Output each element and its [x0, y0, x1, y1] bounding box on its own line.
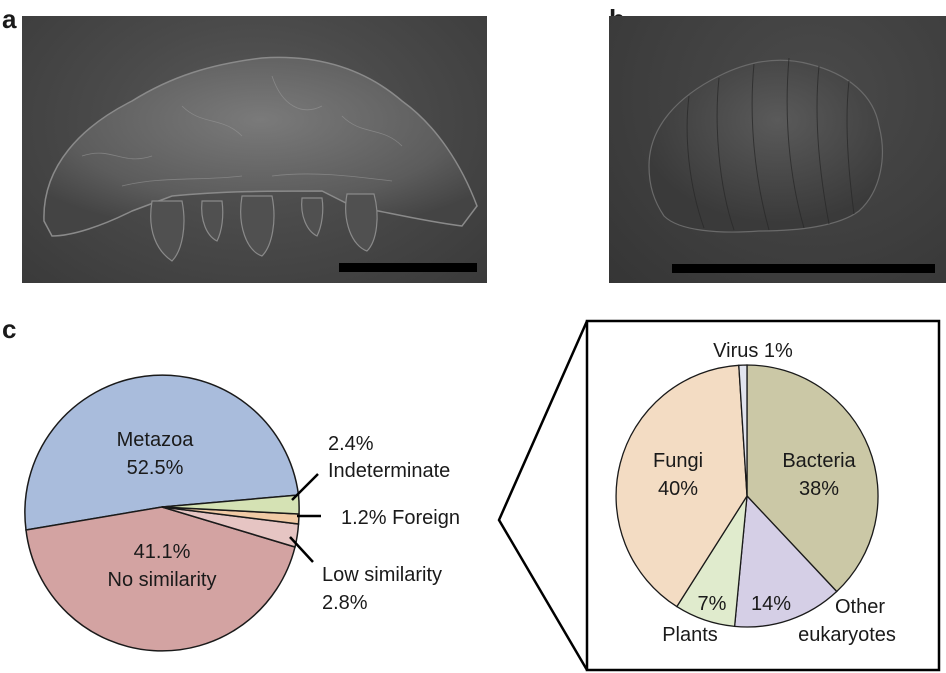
label-low-similarity-name: Low similarity — [322, 564, 442, 586]
slice-other-eukaryotes — [733, 494, 838, 628]
label-fungi-pct: 40% — [658, 478, 698, 500]
tardigrade-body-shape — [43, 56, 478, 262]
label-indeterminate-name: Indeterminate — [328, 460, 450, 482]
slice-metazoa — [24, 374, 300, 531]
sem-image-hydrated-tardigrade — [22, 16, 487, 283]
tardigrade-tun-shape — [648, 57, 883, 233]
label-indeterminate-pct: 2.4% — [328, 433, 374, 455]
label-no-similarity-pct: 41.1% — [134, 541, 191, 563]
label-no-similarity-name: No similarity — [108, 569, 217, 591]
label-other-eukaryotes-line2: eukaryotes — [798, 624, 896, 646]
label-metazoa-name: Metazoa — [117, 429, 195, 451]
slice-no-similarity — [25, 506, 296, 652]
zoom-connector — [497, 320, 589, 671]
pie-chart-gene-classification — [24, 374, 300, 652]
slice-virus — [738, 364, 748, 497]
label-virus: Virus 1% — [713, 340, 793, 362]
scale-bar-b — [672, 264, 935, 273]
label-fungi-name: Fungi — [653, 450, 703, 472]
label-plants-name: Plants — [662, 624, 718, 646]
label-other-eukaryotes-pct: 14% — [751, 593, 791, 615]
leader-lines — [289, 473, 321, 563]
label-bacteria-pct: 38% — [799, 478, 839, 500]
label-foreign: 1.2% Foreign — [341, 507, 460, 529]
panel-c-label: c — [2, 314, 17, 344]
slice-fungi — [615, 364, 748, 608]
pie-chart-foreign-breakdown — [615, 364, 879, 628]
sem-image-tun-state-tardigrade — [609, 16, 946, 283]
slice-bacteria — [746, 364, 879, 593]
label-metazoa-pct: 52.5% — [127, 457, 184, 479]
scale-bar-a — [339, 263, 477, 272]
label-bacteria-name: Bacteria — [782, 450, 856, 472]
panel-a-label: a — [2, 4, 17, 34]
label-low-similarity-pct: 2.8% — [322, 592, 368, 614]
label-other-eukaryotes-line1: Other — [835, 596, 885, 618]
label-plants-pct: 7% — [698, 593, 727, 615]
